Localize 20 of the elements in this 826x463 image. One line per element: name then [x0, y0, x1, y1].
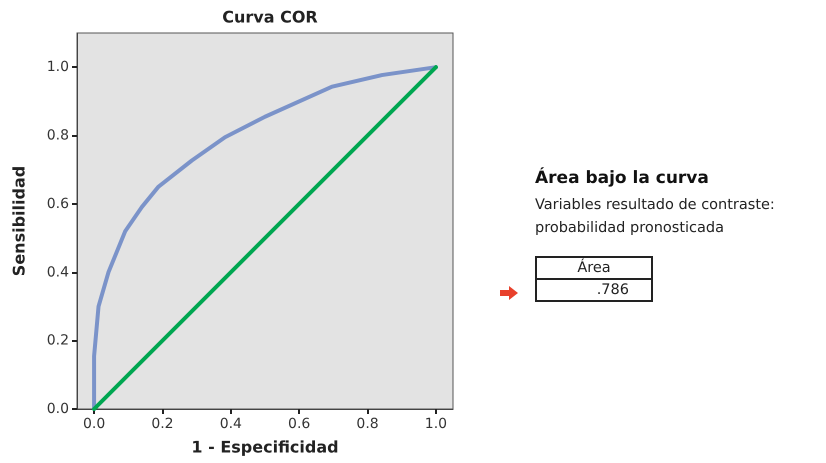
text: .786 — [536, 279, 652, 301]
chart-title: Curva COR — [222, 8, 318, 26]
line-series — [92, 65, 438, 411]
y-tick-label: 0.8 — [46, 128, 69, 144]
y-tick-label: 1.0 — [46, 59, 69, 76]
y-axis-title: Sensibilidad — [10, 166, 28, 276]
x-tick-label: 0.2 — [151, 416, 174, 432]
x-tick-label: 0.4 — [220, 416, 242, 432]
x-tick-label: 1.0 — [424, 416, 448, 432]
y-tick-label: 0.2 — [46, 332, 69, 349]
y-tick-label: 0.0 — [46, 401, 69, 417]
text: Variables resultado de contraste: probabilidad pronosticada — [535, 196, 775, 238]
y-tick-label: 0.6 — [46, 196, 70, 212]
x-axis-title: 1 - Especificidad — [191, 438, 339, 456]
text: Área bajo la curva — [535, 168, 709, 188]
x-tick-label: 0.6 — [288, 416, 310, 432]
x-tick-label: 0.0 — [82, 416, 106, 432]
x-tick-label: 0.8 — [356, 416, 379, 432]
y-tick-label: 0.4 — [46, 264, 70, 280]
text: Área — [536, 257, 652, 279]
